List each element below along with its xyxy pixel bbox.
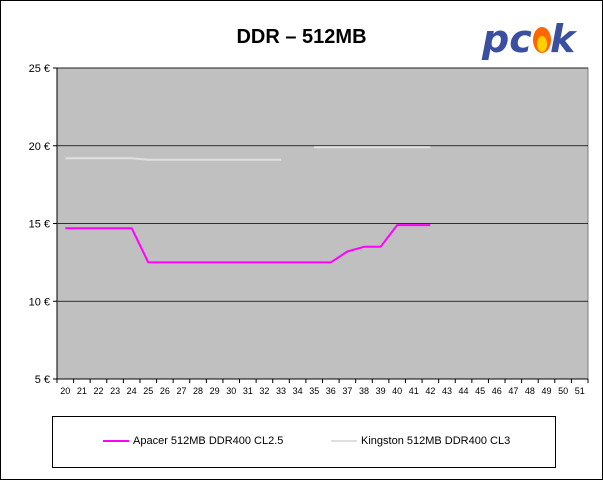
x-tick-label: 30 [226,386,236,396]
series-line-0-0 [65,224,431,264]
x-tick-label: 29 [210,386,220,396]
x-tick-label: 39 [376,386,386,396]
x-tick-label: 46 [492,386,502,396]
legend-label-kingston: Kingston 512MB DDR400 CL3 [361,435,511,447]
legend: Apacer 512MB DDR400 CL2.5 Kingston 512MB… [52,416,556,468]
x-tick-label: 33 [276,386,286,396]
svg-text:k: k [550,17,578,61]
x-tick-label: 41 [409,386,419,396]
x-tick-label: 21 [77,386,87,396]
line-chart: 5 € 10 € 15 € 20 € 25 € 20 21 22 23 24 25 26 27 28 29 3… [29,63,589,396]
x-tick-label: 35 [309,386,319,396]
x-tick-label: 20 [60,386,70,396]
x-tick-label: 28 [193,386,203,396]
legend-swatch-kingston [331,440,357,443]
legend-item-kingston: Kingston 512MB DDR400 CL3 [331,435,510,447]
x-tick-label: 40 [392,386,402,396]
x-tick-label: 25 [143,386,153,396]
x-tick-label: 26 [160,386,170,396]
x-tick-label: 32 [259,386,269,396]
x-tick-label: 42 [425,386,435,396]
svg-text:pc: pc [481,17,532,61]
x-tick-label: 24 [127,386,137,396]
x-tick-label: 49 [542,386,552,396]
y-tick-label: 25 € [29,63,50,75]
pcsk-logo: pc k [481,17,578,61]
y-tick-label: 5 € [35,374,50,386]
x-tick-label: 31 [243,386,253,396]
x-tick-label: 23 [110,386,120,396]
series-line-1-0 [65,157,281,161]
flame-icon [533,27,551,53]
x-tick-label: 48 [525,386,535,396]
y-tick-label: 10 € [29,296,50,308]
x-tick-label: 38 [359,386,369,396]
chart-title: DDR – 512MB [236,26,367,48]
x-tick-label: 51 [575,386,585,396]
legend-swatch-apacer [103,440,129,443]
x-tick-label: 43 [442,386,452,396]
x-tick-label: 22 [93,386,103,396]
x-tick-label: 44 [459,386,469,396]
x-tick-label: 45 [475,386,485,396]
legend-label-apacer: Apacer 512MB DDR400 CL2.5 [133,435,284,447]
x-tick-label: 50 [558,386,568,396]
legend-item-apacer: Apacer 512MB DDR400 CL2.5 [103,435,283,447]
x-tick-label: 27 [176,386,186,396]
y-tick-label: 20 € [29,141,50,153]
y-tick-label: 15 € [29,219,50,231]
x-tick-label: 36 [326,386,336,396]
x-tick-label: 37 [342,386,352,396]
x-tick-label: 47 [508,386,518,396]
x-tick-label: 34 [293,386,303,396]
